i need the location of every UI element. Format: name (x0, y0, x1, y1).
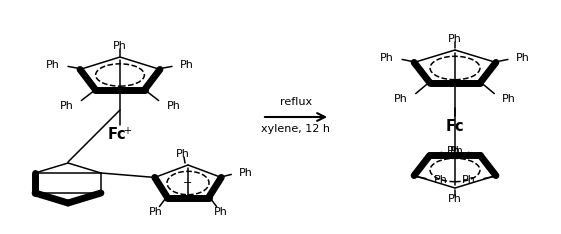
Text: +: + (123, 126, 131, 136)
Text: Ph: Ph (149, 207, 162, 216)
Text: Ph: Ph (180, 60, 194, 70)
Text: Fc: Fc (445, 119, 465, 134)
Text: Ph: Ph (394, 94, 408, 104)
Text: Ph: Ph (516, 53, 530, 63)
Text: xylene, 12 h: xylene, 12 h (261, 124, 330, 134)
Text: Ph: Ph (214, 207, 228, 216)
Text: Ph: Ph (448, 194, 462, 204)
Text: Ph: Ph (113, 41, 127, 51)
Text: Ph: Ph (380, 53, 394, 63)
Text: Ph: Ph (447, 146, 460, 157)
Text: Ph: Ph (434, 175, 448, 185)
Text: Ph: Ph (176, 149, 190, 159)
Text: Ph: Ph (450, 146, 463, 157)
Text: Ph: Ph (46, 60, 60, 70)
Text: Fc: Fc (108, 127, 127, 142)
Text: Ph: Ph (448, 34, 462, 44)
Text: Ph: Ph (462, 175, 476, 185)
Text: reflux: reflux (280, 97, 312, 107)
Text: −: − (183, 178, 192, 188)
Text: Ph: Ph (59, 101, 73, 110)
Text: Ph: Ph (167, 101, 181, 110)
Text: Ph: Ph (240, 168, 253, 179)
Text: Ph: Ph (502, 94, 516, 104)
